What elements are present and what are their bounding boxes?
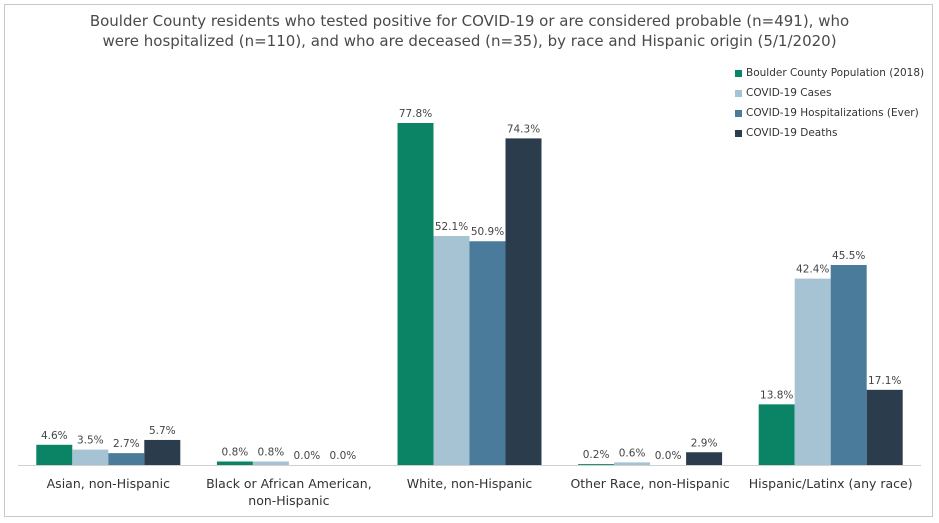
data-label-population-2: 77.8% — [399, 108, 432, 120]
bar-cases-2 — [433, 235, 470, 465]
legend-swatch-deaths — [735, 130, 742, 137]
bar-cases-0 — [72, 449, 109, 465]
bar-hospitalizations-4 — [830, 264, 867, 465]
bar-deaths-3 — [686, 452, 723, 465]
bar-cases-4 — [794, 278, 831, 465]
chart-title: Boulder County residents who tested posi… — [20, 11, 919, 51]
category-label-1-line-2: non-Hispanic — [248, 493, 329, 508]
data-label-hospitalizations-0: 2.7% — [113, 438, 140, 450]
bar-population-0 — [36, 444, 73, 465]
data-label-cases-0: 3.5% — [77, 435, 104, 447]
data-label-hospitalizations-2: 50.9% — [471, 226, 504, 238]
data-label-cases-1: 0.8% — [258, 446, 285, 458]
legend-swatch-population — [735, 70, 742, 77]
legend-swatch-cases — [735, 90, 742, 97]
data-label-deaths-4: 17.1% — [868, 375, 901, 387]
legend-label-cases: COVID-19 Cases — [746, 87, 832, 99]
category-label-4: Hispanic/Latinx (any race) — [749, 476, 913, 491]
bar-cases-1 — [252, 461, 289, 465]
legend-label-hospitalizations: COVID-19 Hospitalizations (Ever) — [746, 107, 919, 119]
bar-population-1 — [216, 461, 253, 465]
data-label-hospitalizations-4: 45.5% — [832, 250, 865, 262]
category-label-3: Other Race, non-Hispanic — [570, 476, 729, 491]
data-label-hospitalizations-3: 0.0% — [655, 450, 682, 462]
bar-population-3 — [578, 464, 615, 465]
bar-cases-3 — [614, 462, 651, 465]
data-label-population-1: 0.8% — [222, 446, 249, 458]
chart-title-line-2: were hospitalized (n=110), and who are d… — [102, 32, 837, 50]
legend-swatch-hospitalizations — [735, 110, 742, 117]
data-label-hospitalizations-1: 0.0% — [294, 450, 321, 462]
data-label-population-4: 13.8% — [760, 389, 793, 401]
bar-deaths-4 — [866, 389, 903, 465]
category-label-0: Asian, non-Hispanic — [47, 476, 170, 491]
data-label-deaths-2: 74.3% — [507, 123, 540, 135]
category-label-2: White, non-Hispanic — [407, 476, 533, 491]
category-label-1: Black or African American, — [206, 476, 372, 491]
data-label-population-0: 4.6% — [41, 430, 68, 442]
data-label-cases-2: 52.1% — [435, 221, 468, 233]
bar-population-2 — [397, 123, 434, 465]
bar-hospitalizations-0 — [108, 453, 145, 465]
data-label-deaths-1: 0.0% — [330, 450, 357, 462]
legend-label-population: Boulder County Population (2018) — [746, 67, 925, 79]
bar-deaths-0 — [144, 439, 181, 465]
bar-deaths-2 — [505, 138, 542, 465]
data-label-deaths-3: 2.9% — [691, 437, 718, 449]
bar-hospitalizations-2 — [469, 241, 506, 465]
legend-label-deaths: COVID-19 Deaths — [746, 127, 838, 139]
bar-population-4 — [758, 404, 795, 465]
data-label-cases-3: 0.6% — [619, 447, 646, 459]
chart-title-line-1: Boulder County residents who tested posi… — [89, 12, 850, 30]
data-label-deaths-0: 5.7% — [149, 425, 176, 437]
data-label-cases-4: 42.4% — [796, 264, 829, 276]
data-label-population-3: 0.2% — [583, 449, 610, 461]
